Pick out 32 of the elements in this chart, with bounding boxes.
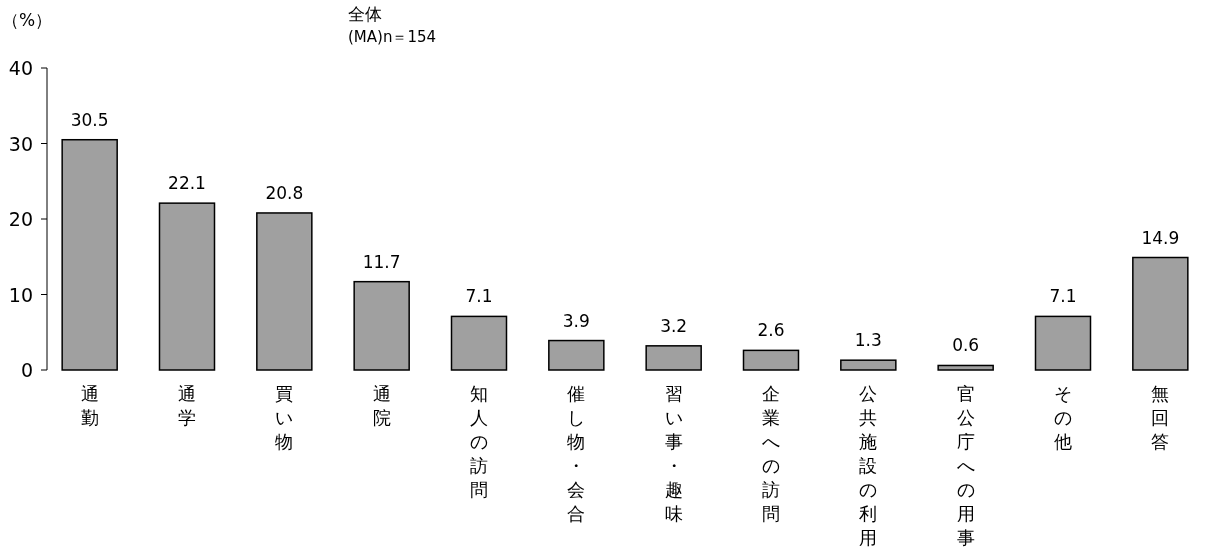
x-tick-label: 催し物・会合 bbox=[567, 383, 586, 524]
data-label: 0.6 bbox=[952, 335, 980, 356]
x-tick-label: その他 bbox=[1054, 383, 1072, 452]
data-label: 14.9 bbox=[1141, 227, 1180, 248]
data-label: 2.6 bbox=[757, 320, 785, 341]
x-tick-label: 公共施設の利用 bbox=[859, 383, 878, 548]
data-label: 1.3 bbox=[854, 330, 882, 351]
data-label: 3.2 bbox=[660, 315, 688, 336]
x-tick-label: 知人の訪問 bbox=[470, 383, 488, 500]
x-tick-label: 企業への訪問 bbox=[762, 383, 780, 524]
data-label: 20.8 bbox=[265, 182, 304, 203]
chart-title: 全体 bbox=[348, 4, 382, 24]
data-label: 30.5 bbox=[70, 109, 109, 130]
y-tick-label: 40 bbox=[8, 57, 33, 79]
x-tick-label: 通院 bbox=[372, 383, 391, 428]
x-tick-label: 習い事・趣味 bbox=[664, 383, 683, 524]
data-label: 11.7 bbox=[362, 251, 401, 272]
x-tick-label: 官公庁への用事 bbox=[956, 383, 975, 548]
x-tick-label: 通学 bbox=[178, 383, 196, 428]
y-axis-title: （%） bbox=[2, 10, 53, 30]
y-tick-label: 10 bbox=[8, 283, 33, 306]
x-tick-label: 通勤 bbox=[80, 383, 99, 428]
y-tick-label: 0 bbox=[20, 359, 33, 381]
y-tick-label: 30 bbox=[8, 132, 33, 155]
x-tick-label: 買い物 bbox=[275, 383, 294, 452]
y-tick-label: 20 bbox=[8, 208, 33, 230]
x-tick-label: 無回答 bbox=[1151, 383, 1170, 452]
data-label: 22.1 bbox=[168, 173, 206, 194]
data-label: 7.1 bbox=[465, 286, 493, 307]
data-label: 7.1 bbox=[1049, 286, 1077, 307]
data-label: 3.9 bbox=[562, 310, 590, 331]
chart-subtitle: (MA)n＝154 bbox=[348, 28, 437, 46]
